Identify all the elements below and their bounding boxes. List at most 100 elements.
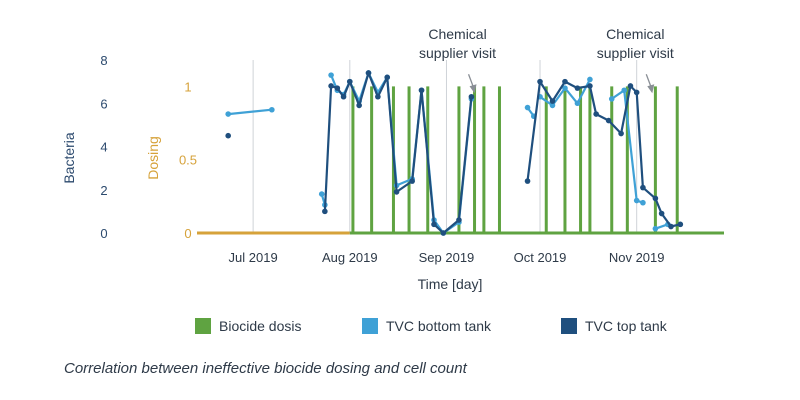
tvc-top-tank-point (346, 78, 353, 85)
biocide-bar (457, 86, 461, 233)
annotation-arrowhead (469, 84, 477, 94)
tvc-top-tank-point (365, 70, 372, 76)
y-right-tick-label: 0.5 (179, 153, 197, 168)
tvc-bottom-tank-point (524, 104, 531, 111)
legend-swatch-tvc-bottom (362, 318, 378, 334)
tvc-bottom-tank-point (587, 76, 593, 83)
biocide-bar (544, 86, 548, 233)
y-axis-right-ticks: 00.51 (179, 79, 197, 241)
tvc-top-tank-point (418, 87, 425, 94)
y-left-tick-label: 8 (100, 53, 107, 68)
y-right-tick-label: 1 (184, 79, 191, 94)
x-tick-label: Aug 2019 (322, 250, 378, 265)
biocide-bar (675, 86, 679, 233)
biocide-bar (473, 86, 477, 233)
annotation-text: supplier visit (419, 45, 496, 61)
tvc-bottom-tank-point (608, 96, 615, 102)
biocide-bar (563, 86, 567, 233)
tvc-bottom-tank-line (611, 89, 644, 204)
x-axis-label: Time [day] (418, 276, 483, 292)
tvc-bottom-tank-point (562, 85, 568, 91)
tvc-bottom-tank-point (269, 106, 275, 113)
tvc-bottom-tank-point (621, 87, 628, 94)
tvc-top-tank-point (633, 89, 640, 96)
legend-swatch-biocide (195, 318, 211, 334)
tvc-top-tank-line (323, 71, 473, 235)
tvc-top-tank-point (524, 178, 531, 184)
biocide-bar (653, 86, 657, 233)
legend-swatch-tvc-top (561, 318, 577, 334)
biocide-bars (351, 86, 679, 233)
x-tick-label: Jul 2019 (229, 250, 278, 265)
figure-caption: Correlation between ineffective biocide … (64, 360, 467, 377)
legend-label-tvc-bottom: TVC bottom tank (386, 318, 492, 334)
tvc-bottom-tank-point (328, 72, 334, 78)
biocide-bar (482, 86, 486, 233)
tvc-top-tank-point (658, 210, 665, 217)
biocide-bar (579, 86, 583, 233)
tvc-top-tank-point (440, 230, 447, 236)
tvc-top-tank-point (456, 217, 462, 223)
legend-label-tvc-top: TVC top tank (585, 318, 668, 334)
tvc-top-tank-point (322, 208, 328, 215)
biocide-bar (625, 86, 629, 233)
y-axis-right-label: Dosing (145, 136, 161, 180)
tvc-bottom-tank-point (225, 111, 231, 117)
tvc-bottom-tank-point (549, 102, 556, 109)
tvc-bottom-tank-point (652, 225, 659, 232)
biocide-bar (497, 86, 501, 233)
y-left-tick-label: 4 (100, 140, 107, 155)
tvc-bottom-tank-point (318, 191, 325, 197)
y-right-tick-label: 0 (184, 226, 191, 241)
tvc-top-tank-point (537, 78, 543, 85)
tvc-top-tank-point (384, 74, 391, 81)
tvc-top-tank-point (574, 85, 581, 91)
y-left-tick-label: 6 (100, 96, 107, 111)
tvc-top-tank-point (393, 189, 400, 195)
tvc-top-tank-point (668, 223, 674, 230)
annotations: Chemical supplier visit Chemical supplier v… (419, 26, 674, 94)
tvc-lines (225, 70, 684, 236)
annotation-text: Chemical (428, 26, 486, 42)
tvc-top-tank-point (652, 195, 659, 202)
tvc-bottom-tank-point (640, 199, 646, 206)
tvc-top-tank-point (640, 184, 646, 191)
tvc-top-tank-point (409, 178, 415, 184)
tvc-top-tank-point (340, 93, 347, 100)
tvc-top-tank-point (334, 85, 341, 91)
tvc-top-tank-point (587, 83, 593, 89)
x-axis-ticks: Jul 2019 Aug 2019 Sep 2019 Oct 2019 Nov 2019 (229, 250, 665, 265)
legend: Biocide dosis TVC bottom tank TVC top ta… (195, 318, 668, 334)
tvc-top-tank-point (356, 102, 362, 109)
biocide-bar (588, 86, 592, 233)
tvc-top-tank-point (627, 83, 634, 89)
tvc-top-tank-point (375, 93, 381, 100)
tvc-top-tank-point (593, 111, 599, 117)
y-axis-left-ticks: 0 2 4 6 8 (100, 53, 107, 241)
tvc-top-tank-point (328, 83, 334, 89)
tvc-bottom-tank-point (574, 100, 581, 107)
tvc-top-tank-point (225, 132, 231, 139)
tvc-bottom-tank-point (633, 197, 640, 204)
tvc-top-tank-point (549, 98, 556, 104)
tvc-top-tank-point (562, 78, 568, 85)
tvc-top-tank-point (431, 221, 437, 228)
y-left-tick-label: 2 (100, 183, 107, 198)
annotation-arrowhead (647, 84, 655, 94)
biocide-bar (351, 86, 355, 233)
y-left-tick-label: 0 (100, 226, 107, 241)
legend-label-biocide: Biocide dosis (219, 318, 302, 334)
tvc-top-tank-point (618, 130, 624, 137)
annotation-text: Chemical (606, 26, 664, 42)
x-tick-label: Sep 2019 (419, 250, 475, 265)
biocide-bar (407, 86, 411, 233)
annotation-text: supplier visit (597, 45, 674, 61)
tvc-bottom-tank-line (228, 108, 272, 116)
x-tick-label: Oct 2019 (514, 250, 567, 265)
tvc-top-tank-point (677, 221, 684, 228)
biocide-bar (370, 86, 374, 233)
y-axis-left-label: Bacteria (61, 132, 77, 184)
tvc-top-tank-point (468, 93, 475, 100)
x-tick-label: Nov 2019 (609, 250, 665, 265)
